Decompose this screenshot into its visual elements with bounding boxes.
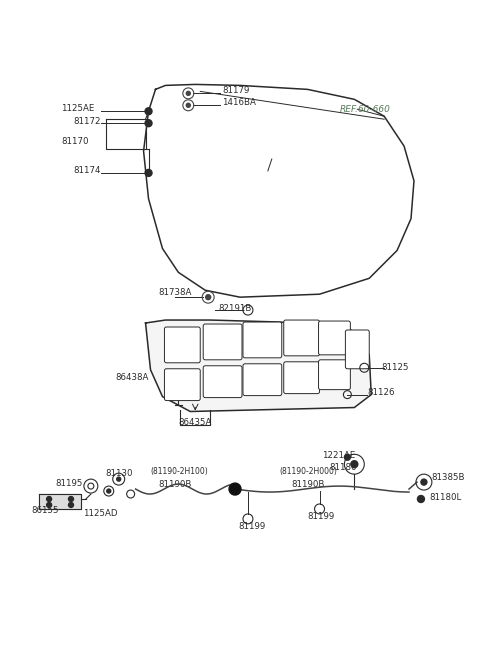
Circle shape xyxy=(145,120,152,126)
Text: 81172: 81172 xyxy=(73,117,100,126)
FancyBboxPatch shape xyxy=(284,362,320,394)
Text: 1221AE: 1221AE xyxy=(322,451,355,460)
FancyBboxPatch shape xyxy=(165,327,200,363)
Text: REF.60-660: REF.60-660 xyxy=(339,105,390,114)
FancyBboxPatch shape xyxy=(284,320,320,356)
Text: 81174: 81174 xyxy=(73,166,100,176)
Text: 81180L: 81180L xyxy=(429,493,461,502)
Text: 81738A: 81738A xyxy=(158,288,192,297)
FancyBboxPatch shape xyxy=(243,364,282,396)
Circle shape xyxy=(186,92,190,96)
Circle shape xyxy=(117,477,120,481)
Circle shape xyxy=(206,295,211,299)
Text: 86435A: 86435A xyxy=(179,418,212,427)
Circle shape xyxy=(186,103,190,107)
Text: 81125: 81125 xyxy=(381,364,408,372)
Polygon shape xyxy=(145,320,371,411)
FancyBboxPatch shape xyxy=(319,360,350,390)
Circle shape xyxy=(107,489,111,493)
Text: 1125AE: 1125AE xyxy=(61,103,95,113)
FancyBboxPatch shape xyxy=(319,321,350,355)
Text: 82191B: 82191B xyxy=(218,304,252,312)
Text: 81180: 81180 xyxy=(329,462,357,472)
Text: 81170: 81170 xyxy=(61,137,88,145)
Text: 81190B: 81190B xyxy=(292,479,325,489)
Circle shape xyxy=(69,496,73,502)
Text: 81179: 81179 xyxy=(222,86,250,95)
Text: 81126: 81126 xyxy=(367,388,395,397)
FancyBboxPatch shape xyxy=(346,330,369,369)
Circle shape xyxy=(145,108,152,115)
Circle shape xyxy=(421,479,427,485)
Text: (81190-2H100): (81190-2H100) xyxy=(151,466,208,476)
FancyBboxPatch shape xyxy=(165,369,200,401)
Text: 86155: 86155 xyxy=(31,506,59,515)
Circle shape xyxy=(344,455,350,460)
Text: 81199: 81199 xyxy=(238,522,265,531)
Text: 81130: 81130 xyxy=(106,468,133,477)
FancyBboxPatch shape xyxy=(243,322,282,358)
Text: 81385B: 81385B xyxy=(431,473,464,481)
Circle shape xyxy=(47,502,51,508)
Text: 81195: 81195 xyxy=(55,479,83,487)
Text: 81199: 81199 xyxy=(308,512,335,521)
FancyBboxPatch shape xyxy=(203,324,242,360)
Circle shape xyxy=(145,170,152,176)
Circle shape xyxy=(351,460,358,468)
Text: 86438A: 86438A xyxy=(115,373,148,383)
FancyBboxPatch shape xyxy=(203,365,242,398)
Circle shape xyxy=(69,502,73,508)
Text: (81190-2H000): (81190-2H000) xyxy=(280,466,337,476)
Circle shape xyxy=(47,496,51,502)
Circle shape xyxy=(229,483,241,495)
Polygon shape xyxy=(39,494,81,509)
Text: 81190B: 81190B xyxy=(158,479,192,489)
Text: 1416BA: 1416BA xyxy=(222,98,256,107)
Circle shape xyxy=(418,496,424,502)
Text: 1125AD: 1125AD xyxy=(83,510,118,518)
